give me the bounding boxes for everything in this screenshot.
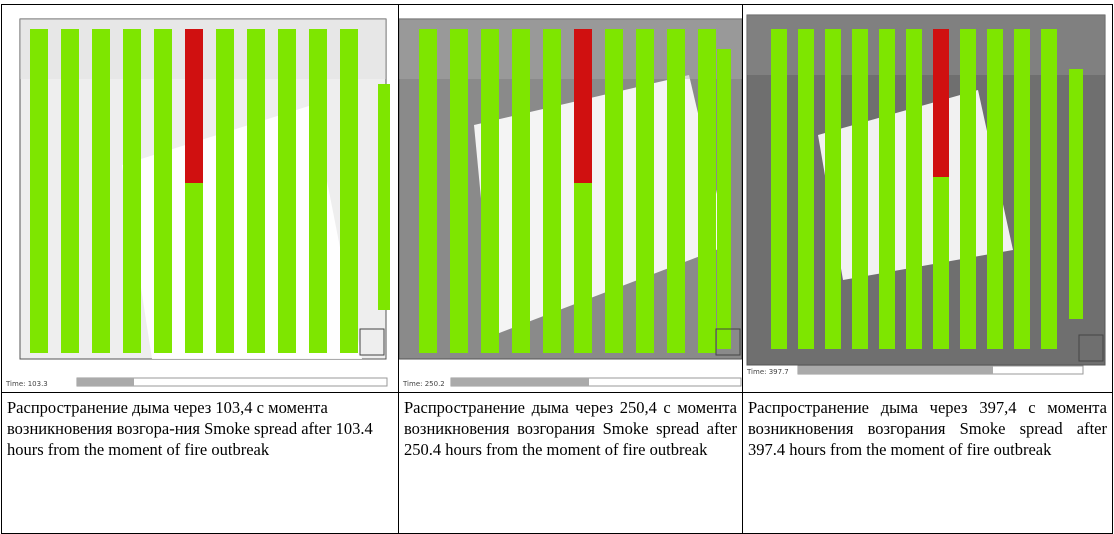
page: Time: 103.3 Time: 250.2 Time: 397.7 Расп… xyxy=(0,0,1114,533)
figure-table: Time: 103.3 Time: 250.2 Time: 397.7 Расп… xyxy=(1,4,1113,534)
rack xyxy=(717,49,731,349)
rack xyxy=(278,29,296,353)
figure-cell: Time: 250.2 xyxy=(399,5,743,393)
rack xyxy=(1041,29,1057,349)
caption: Распространение дыма через 397,4 с момен… xyxy=(743,393,1113,534)
rack xyxy=(543,29,561,353)
rack xyxy=(481,29,499,353)
rack xyxy=(906,29,922,349)
smoke-simulation: Time: 397.7 xyxy=(743,5,1112,392)
rack xyxy=(1069,69,1083,319)
rack xyxy=(450,29,468,353)
caption: Распространение дыма через 103,4 с момен… xyxy=(2,393,399,534)
time-label: Time: 397.7 xyxy=(746,368,789,376)
burning-rack xyxy=(185,29,203,183)
rack xyxy=(987,29,1003,349)
rack xyxy=(309,29,327,353)
rack xyxy=(378,84,390,310)
rack xyxy=(667,29,685,353)
rack xyxy=(698,29,716,353)
caption: Распространение дыма через 250,4 с момен… xyxy=(399,393,743,534)
rack xyxy=(636,29,654,353)
burning-rack xyxy=(933,29,949,177)
rack xyxy=(852,29,868,349)
rack xyxy=(247,29,265,353)
rack xyxy=(123,29,141,353)
rack xyxy=(92,29,110,353)
progress-fill xyxy=(798,366,993,374)
rack xyxy=(960,29,976,349)
figure-cell: Time: 103.3 xyxy=(2,5,399,393)
figure-cell: Time: 397.7 xyxy=(743,5,1113,393)
time-label: Time: 250.2 xyxy=(402,380,445,388)
time-label: Time: 103.3 xyxy=(5,380,48,388)
rack xyxy=(419,29,437,353)
rack xyxy=(879,29,895,349)
progress-fill xyxy=(77,378,134,386)
rack xyxy=(30,29,48,353)
burning-rack xyxy=(574,29,592,183)
smoke-simulation: Time: 250.2 xyxy=(399,5,742,392)
rack xyxy=(1014,29,1030,349)
rack xyxy=(154,29,172,353)
smoke-simulation: Time: 103.3 xyxy=(2,5,398,392)
progress-fill xyxy=(451,378,589,386)
rack xyxy=(825,29,841,349)
rack xyxy=(61,29,79,353)
rack xyxy=(512,29,530,353)
rack xyxy=(798,29,814,349)
rack xyxy=(340,29,358,353)
rack xyxy=(605,29,623,353)
rack xyxy=(216,29,234,353)
rack xyxy=(771,29,787,349)
